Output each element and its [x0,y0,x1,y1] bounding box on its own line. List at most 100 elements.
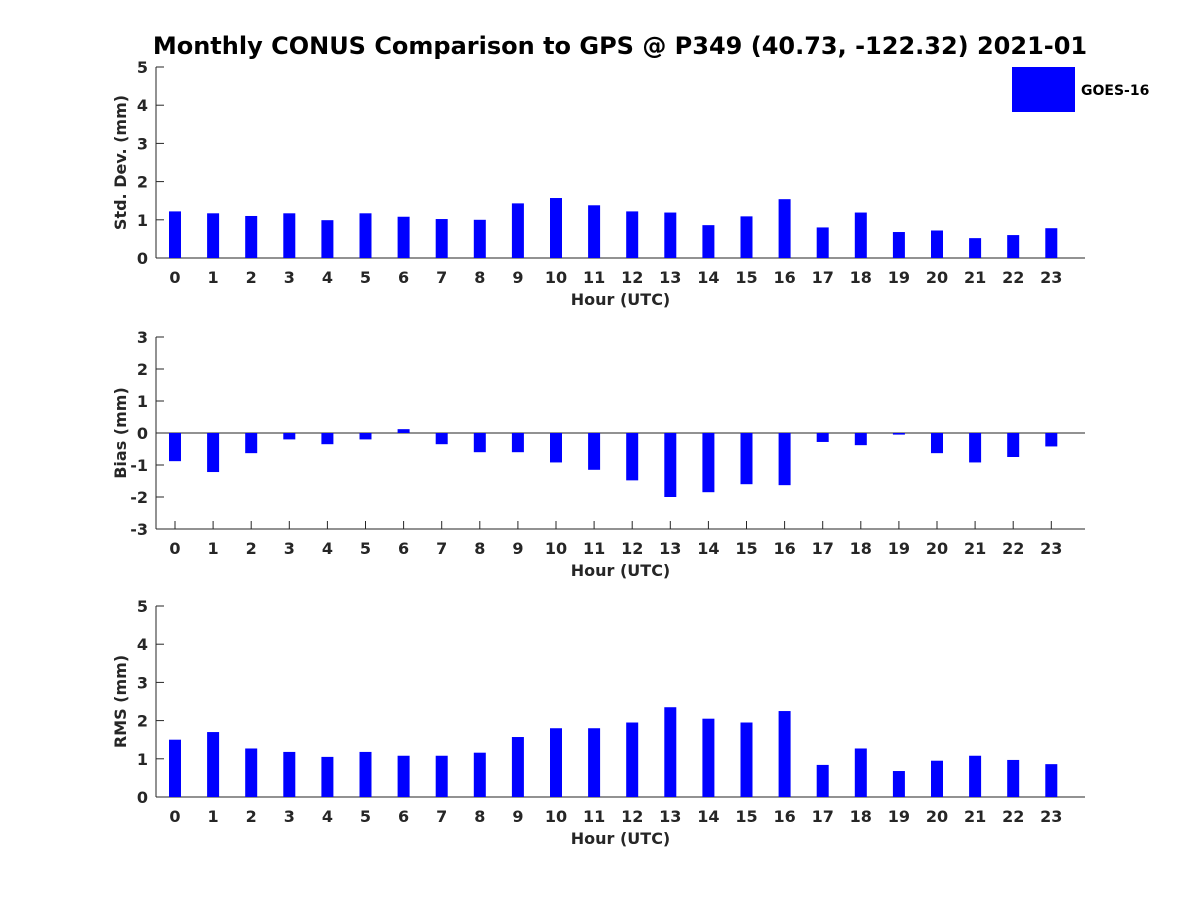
x-tick-label: 15 [735,539,757,558]
bar-bias-hour-10 [550,433,562,463]
bar-rms-hour-22 [1007,759,1020,797]
x-tick-label: 11 [583,539,605,558]
bar-std-dev-hour-15 [740,216,753,258]
y-tick-label: 3 [137,328,148,347]
bar-rms-hour-9 [511,737,524,797]
x-tick-label: 1 [208,807,219,826]
bar-rms-hour-14 [702,718,715,797]
bar-rms-hour-19 [892,771,905,797]
legend: GOES-16 [1012,67,1149,112]
x-tick-label: 2 [246,539,257,558]
bar-bias-hour-0 [169,433,181,462]
bar-std-dev-hour-4 [321,220,334,258]
bar-bias-hour-11 [588,433,601,470]
bar-std-dev-hour-14 [702,225,715,258]
y-tick-label: -3 [130,520,148,539]
bar-std-dev-hour-22 [1007,235,1020,258]
bar-bias-hour-23 [1045,433,1058,447]
x-tick-label: 23 [1040,807,1062,826]
x-tick-label: 4 [322,268,333,287]
x-tick-label: 14 [697,539,719,558]
bar-bias-hour-4 [321,433,334,445]
bar-bias-hour-12 [626,433,639,481]
x-tick-label: 9 [512,539,523,558]
x-tick-label: 18 [850,268,872,287]
bar-std-dev-hour-20 [931,230,943,258]
x-tick-label: 5 [360,807,371,826]
x-tick-label: 13 [659,539,681,558]
bar-rms-hour-6 [397,755,410,797]
x-tick-label: 23 [1040,539,1062,558]
bar-bias-hour-13 [664,433,677,497]
y-tick-label: 4 [137,635,148,654]
y-axis-label: Bias (mm) [111,387,130,479]
x-tick-label: 7 [436,268,447,287]
x-tick-label: 12 [621,539,643,558]
y-tick-label: 5 [137,58,148,77]
x-axis-label: Hour (UTC) [571,829,671,848]
bar-rms-hour-12 [626,722,639,797]
x-tick-label: 17 [812,807,834,826]
y-axis-label: Std. Dev. (mm) [111,95,130,230]
bar-rms-hour-17 [816,764,829,797]
bar-rms-hour-10 [550,728,562,797]
x-tick-label: 3 [284,268,295,287]
chart-title: Monthly CONUS Comparison to GPS @ P349 (… [153,32,1087,60]
x-tick-label: 12 [621,268,643,287]
x-tick-label: 4 [322,539,333,558]
x-tick-label: 10 [545,807,567,826]
bar-bias-hour-19 [892,433,905,435]
x-tick-label: 20 [926,807,948,826]
x-tick-label: 2 [246,268,257,287]
bar-rms-hour-0 [169,739,181,797]
x-tick-label: 14 [697,268,719,287]
x-tick-label: 8 [474,539,485,558]
bar-std-dev-hour-6 [397,216,410,258]
x-tick-label: 15 [735,268,757,287]
bar-std-dev-hour-11 [588,205,601,258]
x-axis-label: Hour (UTC) [571,290,671,309]
bar-bias-hour-17 [816,433,829,442]
x-tick-label: 18 [850,807,872,826]
x-tick-label: 1 [208,268,219,287]
x-axis-label: Hour (UTC) [571,561,671,580]
legend-swatch [1012,67,1075,112]
bar-rms-hour-8 [473,752,486,797]
bar-std-dev-hour-2 [245,215,258,258]
bar-std-dev-hour-19 [892,232,905,258]
y-tick-label: -1 [130,456,148,475]
x-tick-label: 7 [436,807,447,826]
bar-rms-hour-5 [359,751,372,797]
bar-rms-hour-1 [207,732,220,797]
x-tick-label: 13 [659,807,681,826]
x-tick-label: 21 [964,807,986,826]
x-tick-label: 20 [926,539,948,558]
bar-rms-hour-13 [664,707,677,797]
x-tick-label: 6 [398,807,409,826]
x-tick-label: 3 [284,807,295,826]
x-tick-label: 12 [621,807,643,826]
bar-bias-hour-5 [359,433,372,440]
y-tick-label: 0 [137,249,148,268]
bar-bias-hour-18 [854,433,867,446]
x-tick-label: 16 [773,268,795,287]
bar-bias-hour-3 [283,433,296,440]
x-tick-label: 0 [169,539,180,558]
x-tick-label: 22 [1002,268,1024,287]
x-tick-label: 14 [697,807,719,826]
bar-std-dev-hour-17 [816,227,829,258]
bar-std-dev-hour-1 [207,213,220,258]
y-tick-label: 2 [137,173,148,192]
x-tick-label: 19 [888,268,910,287]
bar-bias-hour-8 [473,433,486,453]
bar-std-dev-hour-16 [778,199,791,258]
bar-bias-hour-20 [931,433,943,454]
x-tick-label: 5 [360,268,371,287]
legend-label: GOES-16 [1081,83,1149,99]
bar-std-dev-hour-13 [664,212,677,258]
bar-rms-hour-2 [245,748,258,797]
bar-bias-hour-1 [207,433,220,473]
x-tick-label: 21 [964,539,986,558]
bar-bias-hour-14 [702,433,715,493]
x-tick-label: 13 [659,268,681,287]
